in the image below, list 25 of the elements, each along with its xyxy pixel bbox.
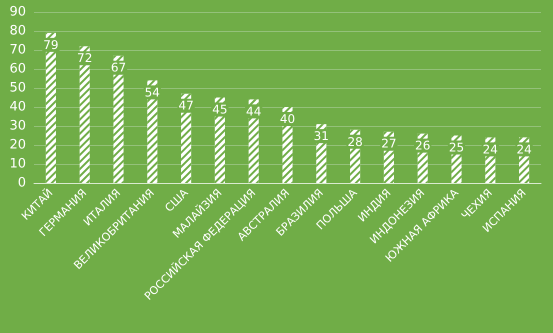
data-label: 26 — [415, 138, 430, 153]
data-label: 45 — [212, 102, 228, 116]
data-label: 54 — [144, 85, 160, 100]
data-label: 40 — [280, 112, 296, 126]
data-label: 24 — [516, 142, 532, 156]
data-label: 31 — [314, 129, 329, 144]
y-tick-label: 30 — [9, 118, 26, 134]
data-label: 67 — [110, 60, 126, 75]
y-tick-label: 10 — [9, 156, 26, 172]
y-tick-label: 0 — [18, 176, 26, 190]
y-tick-label: 90 — [9, 4, 26, 20]
data-label: 47 — [178, 98, 194, 113]
data-label: 79 — [43, 38, 59, 52]
data-label: 72 — [77, 51, 92, 66]
y-tick-label: 40 — [9, 100, 26, 114]
y-tick-label: 20 — [9, 138, 26, 152]
data-label: 44 — [246, 104, 262, 118]
y-tick-label: 80 — [9, 24, 26, 38]
y-tick-label: 50 — [9, 80, 26, 96]
data-label: 27 — [381, 136, 397, 151]
y-tick-label: 60 — [9, 62, 26, 76]
data-label: 28 — [347, 134, 363, 149]
data-label: 25 — [448, 140, 464, 154]
y-tick-label: 70 — [9, 42, 26, 58]
data-label: 24 — [482, 142, 498, 156]
